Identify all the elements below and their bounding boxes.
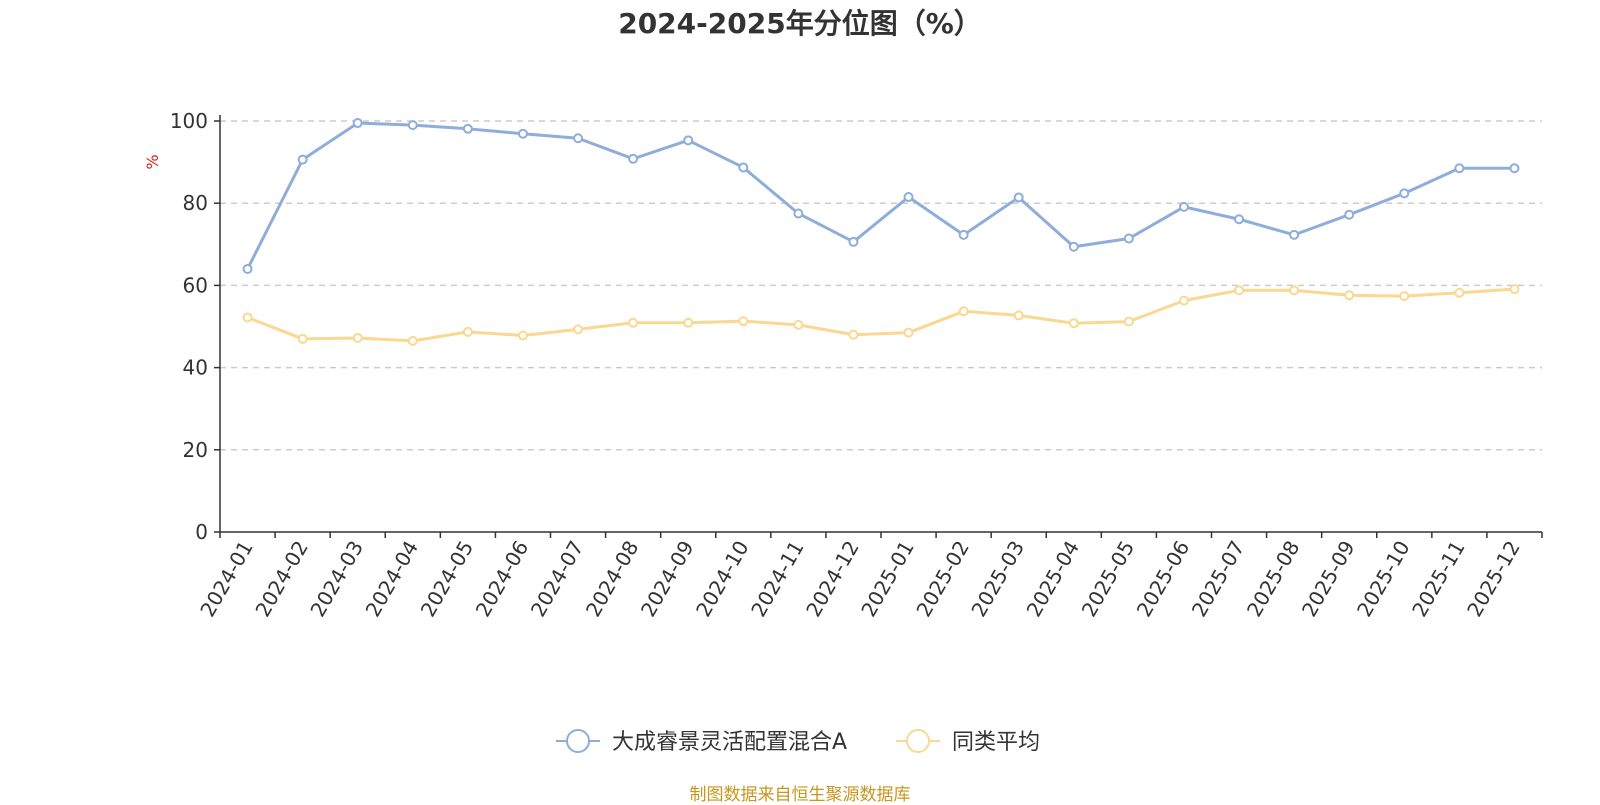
- x-tick-label: 2024-07: [526, 537, 589, 621]
- data-point[interactable]: [462, 326, 473, 337]
- x-tick-label: 2024-02: [250, 537, 313, 621]
- y-tick-label: 0: [195, 520, 208, 544]
- data-point[interactable]: [517, 128, 528, 139]
- y-tick-label: 40: [183, 356, 208, 380]
- data-point[interactable]: [242, 312, 253, 323]
- y-tick-label: 100: [170, 109, 208, 133]
- data-point[interactable]: [903, 327, 914, 338]
- data-point[interactable]: [1399, 188, 1410, 199]
- x-tick-label: 2025-02: [911, 537, 974, 621]
- x-tick-label: 2024-03: [305, 537, 368, 621]
- data-point[interactable]: [1123, 233, 1134, 244]
- y-tick-label: 60: [183, 273, 208, 297]
- x-tick-label: 2024-04: [361, 537, 424, 621]
- data-point[interactable]: [407, 335, 418, 346]
- x-tick-label: 2025-03: [966, 537, 1029, 621]
- data-point[interactable]: [1068, 318, 1079, 329]
- x-tick-label: 2024-09: [636, 537, 699, 621]
- x-tick-label: 2025-06: [1132, 537, 1195, 621]
- data-point[interactable]: [628, 317, 639, 328]
- series-1: [242, 118, 1520, 274]
- source-note: 制图数据来自恒生聚源数据库: [689, 785, 911, 805]
- y-tick-label: 20: [183, 438, 208, 462]
- data-point[interactable]: [793, 319, 804, 330]
- data-point[interactable]: [297, 333, 308, 344]
- x-tick-label: 2025-05: [1077, 537, 1140, 621]
- data-point[interactable]: [738, 162, 749, 173]
- data-point[interactable]: [517, 330, 528, 341]
- legend[interactable]: 大成睿景灵活配置混合A 同类平均: [556, 729, 1040, 755]
- x-tick-label: 2024-10: [691, 537, 754, 621]
- data-point[interactable]: [297, 154, 308, 165]
- data-point[interactable]: [1234, 214, 1245, 225]
- data-point[interactable]: [352, 333, 363, 344]
- x-tick-label: 2025-07: [1187, 537, 1250, 621]
- legend-label: 同类平均: [952, 730, 1040, 755]
- data-point[interactable]: [1509, 163, 1520, 174]
- series-line: [246, 287, 1515, 343]
- data-point[interactable]: [1454, 163, 1465, 174]
- x-tick-label: 2025-08: [1242, 537, 1305, 621]
- grid-lines: [220, 120, 1542, 451]
- x-tick-label: 2024-12: [801, 537, 864, 621]
- data-point[interactable]: [793, 208, 804, 219]
- legend-item-2[interactable]: 同类平均: [896, 729, 1040, 755]
- data-point[interactable]: [1344, 290, 1355, 301]
- data-point[interactable]: [958, 229, 969, 240]
- data-point[interactable]: [958, 306, 969, 317]
- data-point[interactable]: [1013, 310, 1024, 321]
- data-point[interactable]: [1178, 295, 1189, 306]
- data-point[interactable]: [1068, 241, 1079, 252]
- data-point[interactable]: [407, 120, 418, 131]
- series-2: [242, 284, 1520, 346]
- data-point[interactable]: [628, 153, 639, 164]
- data-point[interactable]: [1454, 287, 1465, 298]
- data-point[interactable]: [573, 133, 584, 144]
- series-line: [246, 121, 1515, 270]
- legend-item-1[interactable]: 大成睿景灵活配置混合A: [556, 729, 847, 755]
- data-point[interactable]: [462, 123, 473, 134]
- x-tick-label: 2024-08: [581, 537, 644, 621]
- data-point[interactable]: [738, 316, 749, 327]
- data-point[interactable]: [1123, 316, 1134, 327]
- y-axis-unit-label: %: [143, 154, 162, 169]
- data-point[interactable]: [848, 329, 859, 340]
- data-point[interactable]: [1013, 192, 1024, 203]
- x-tick-label: 2025-09: [1297, 537, 1360, 621]
- data-point[interactable]: [903, 192, 914, 203]
- x-tick-label: 2024-01: [195, 537, 258, 621]
- chart-title: 2024-2025年分位图（%）: [618, 7, 982, 40]
- x-tick-label: 2025-11: [1407, 537, 1470, 621]
- data-point[interactable]: [1178, 201, 1189, 212]
- data-point[interactable]: [352, 118, 363, 129]
- data-point[interactable]: [848, 236, 859, 247]
- data-point[interactable]: [1234, 285, 1245, 296]
- data-point[interactable]: [1399, 291, 1410, 302]
- data-point[interactable]: [1289, 285, 1300, 296]
- data-point[interactable]: [242, 263, 253, 274]
- axes: 0 20 40 60 80 100 2024-012024-022024-032024-04…: [170, 109, 1543, 621]
- x-tick-label: 2024-06: [471, 537, 534, 621]
- x-tick-label: 2024-11: [746, 537, 809, 621]
- legend-circle-icon: [906, 729, 930, 753]
- data-point[interactable]: [1509, 284, 1520, 295]
- legend-circle-icon: [566, 729, 590, 753]
- x-tick-label: 2025-01: [856, 537, 919, 621]
- legend-label: 大成睿景灵活配置混合A: [612, 730, 847, 755]
- x-tick-label: 2025-04: [1022, 537, 1085, 621]
- data-point[interactable]: [1344, 209, 1355, 220]
- x-tick-label: 2024-05: [416, 537, 479, 621]
- data-point[interactable]: [573, 324, 584, 335]
- series-layer: [242, 118, 1520, 346]
- data-point[interactable]: [683, 317, 694, 328]
- x-tick-label: 2025-12: [1462, 537, 1525, 621]
- y-tick-label: 80: [183, 191, 208, 215]
- data-point[interactable]: [683, 135, 694, 146]
- x-tick-label: 2025-10: [1352, 537, 1415, 621]
- data-point[interactable]: [1289, 229, 1300, 240]
